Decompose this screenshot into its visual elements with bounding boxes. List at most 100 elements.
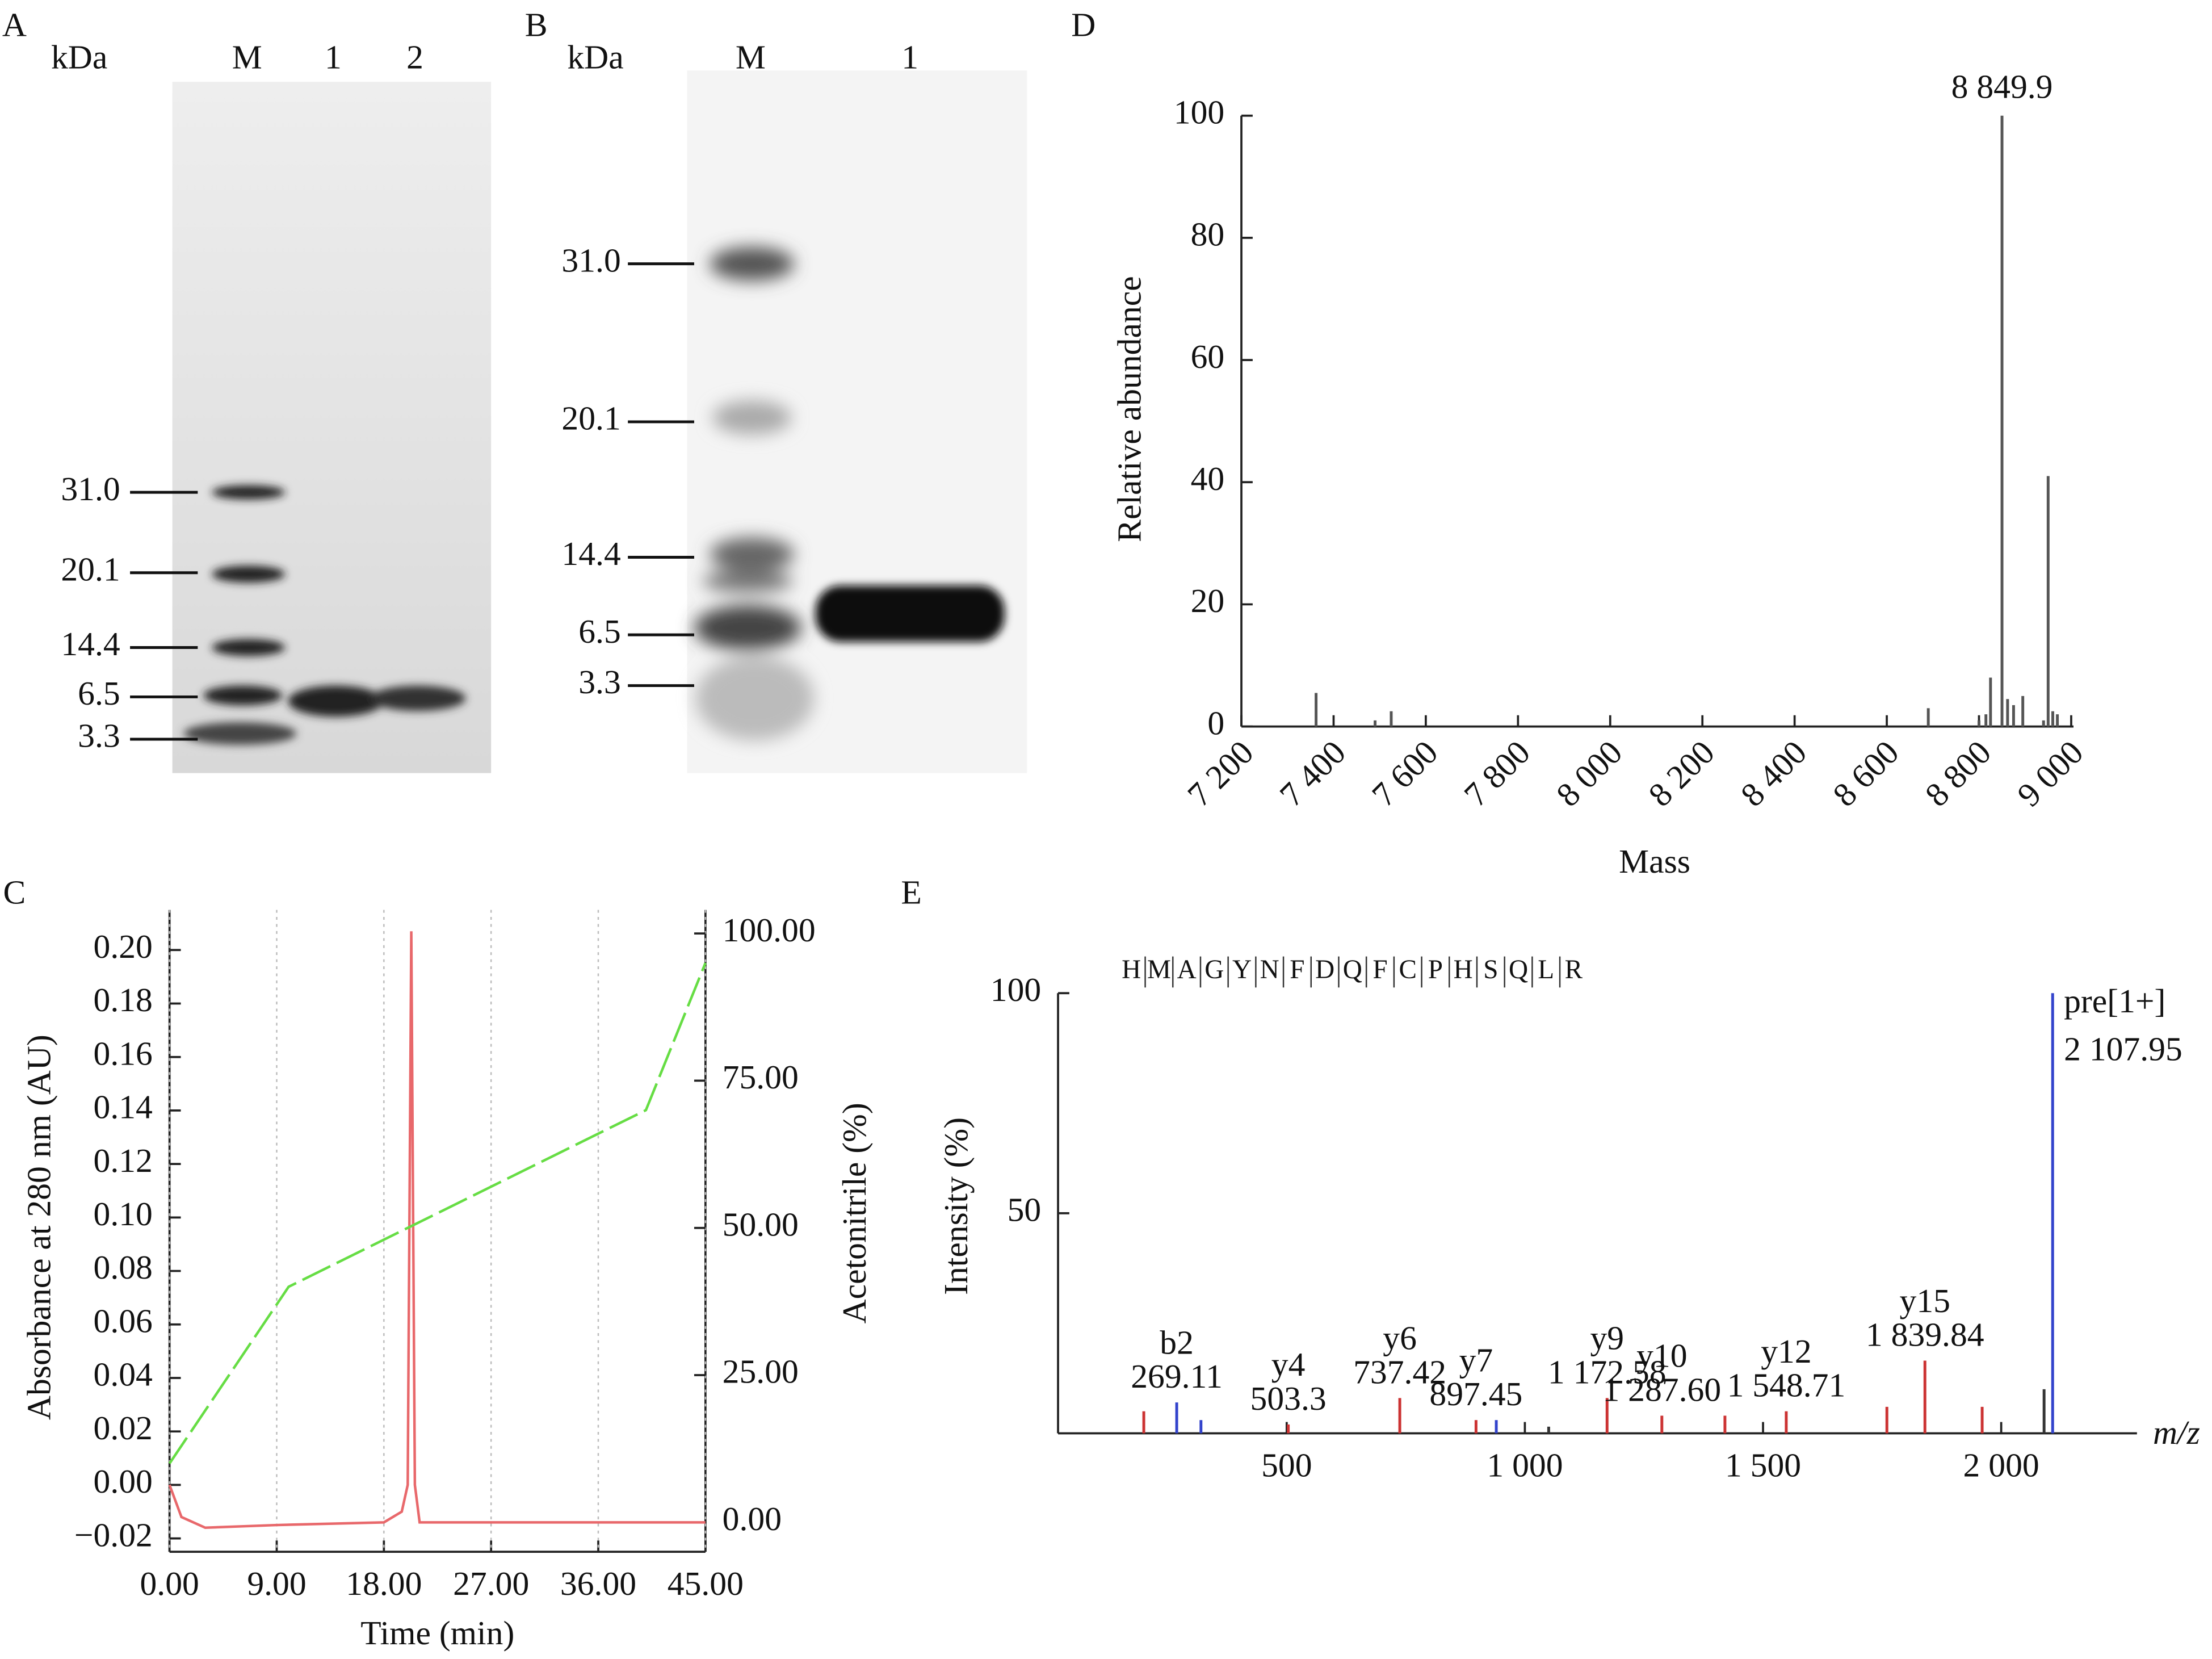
x-tick-label: 45.00: [668, 1565, 744, 1602]
ion-mz: 897.45: [1429, 1375, 1522, 1413]
x-axis-label: Mass: [1619, 843, 1690, 880]
ion-name: b2: [1160, 1323, 1194, 1361]
y-tick-label: 0.06: [94, 1302, 153, 1339]
y2-axis-label: Acetonitrile (%): [836, 1103, 873, 1323]
sequence-residue: D: [1315, 955, 1334, 984]
x-tick-label: 8 400: [1733, 734, 1814, 814]
sequence-residue: R: [1565, 955, 1583, 984]
x-tick-label: 1 000: [1487, 1446, 1563, 1484]
sequence-residue: Q: [1343, 955, 1362, 984]
ion-mz: 2 107.95: [2064, 1030, 2182, 1067]
unit-label: kDa: [51, 39, 107, 76]
y2-tick-label: 100.00: [723, 911, 816, 949]
y-tick-label: 0.04: [94, 1356, 153, 1393]
ion-name: y15: [1900, 1282, 1950, 1319]
y2-tick-label: 50.00: [723, 1205, 799, 1243]
x-tick-label: 18.00: [346, 1565, 422, 1602]
x-tick-label: 8 000: [1549, 734, 1630, 814]
ion-mz: 269.11: [1131, 1358, 1223, 1395]
panel-label: A: [2, 6, 27, 43]
sequence-residue: G: [1204, 955, 1224, 984]
sequence-residue: H: [1122, 955, 1141, 984]
y-tick-label: 0.20: [94, 928, 153, 965]
y-tick-label: 0.10: [94, 1195, 153, 1233]
x-axis-label: Time (min): [360, 1614, 514, 1652]
y-tick-label: 0.02: [94, 1409, 153, 1447]
y-tick-label: 40: [1191, 460, 1225, 497]
x-tick-label: 0.00: [140, 1565, 199, 1602]
x-tick-label: 7 400: [1273, 734, 1353, 814]
sequence-residue: M: [1147, 955, 1171, 984]
panel-label: B: [525, 6, 548, 43]
lane-label: 1: [901, 39, 918, 76]
ion-mz: 737.42: [1353, 1353, 1446, 1390]
x-tick-label: 8 200: [1641, 734, 1722, 814]
peak-annotation: 8 849.9: [1951, 68, 2053, 106]
y-axis-label: Relative abundance: [1110, 276, 1148, 542]
sequence-residue: F: [1372, 955, 1387, 984]
ion-name: y9: [1590, 1319, 1624, 1357]
y-tick-label: 0.08: [94, 1249, 153, 1286]
sequence-residue: P: [1428, 955, 1443, 984]
y-tick-label: 100: [1174, 93, 1224, 131]
lane-label: M: [232, 39, 262, 76]
sequence-residue: Q: [1509, 955, 1528, 984]
sequence-residue: S: [1483, 955, 1498, 984]
panel-label: C: [3, 873, 26, 911]
marker-label: 14.4: [561, 535, 620, 572]
sequence-residue: L: [1538, 955, 1554, 984]
ion-name: y10: [1636, 1337, 1687, 1375]
line-series: [168, 962, 707, 1464]
sequence-residue: C: [1399, 955, 1416, 984]
y-axis-label: Intensity (%): [937, 1117, 975, 1295]
panel-label: D: [1071, 6, 1095, 43]
x-tick-label: 8 800: [1918, 734, 1999, 814]
x-tick-label: 9.00: [247, 1565, 306, 1602]
ion-name: y4: [1271, 1346, 1306, 1383]
sequence-residue: A: [1177, 955, 1197, 984]
x-tick-label: 8 600: [1825, 734, 1906, 814]
gel-b: [687, 70, 1027, 773]
ion-name: pre[1+]: [2064, 982, 2165, 1020]
x-tick-label: 36.00: [560, 1565, 636, 1602]
x-tick-label: 9 000: [2010, 734, 2091, 814]
ion-mz: 1 172.58: [1548, 1353, 1667, 1390]
y-tick-label: 0.18: [94, 981, 153, 1019]
marker-label: 6.5: [78, 675, 120, 712]
y2-tick-label: 0.00: [723, 1500, 782, 1537]
y-tick-label: 0.16: [94, 1034, 153, 1072]
ion-name: y7: [1459, 1341, 1493, 1379]
x-tick-label: 27.00: [453, 1565, 529, 1602]
lane-label: 2: [406, 39, 423, 76]
marker-label: 3.3: [578, 663, 621, 701]
ion-mz: 1 548.71: [1727, 1367, 1846, 1404]
y-tick-label: 0.14: [94, 1088, 153, 1126]
ion-mz: 1 839.84: [1866, 1316, 1984, 1353]
marker-label: 20.1: [61, 550, 120, 588]
y-tick-label: 0: [1207, 704, 1224, 741]
marker-label: 3.3: [78, 717, 120, 755]
y-tick-label: 60: [1191, 338, 1225, 375]
sequence-residue: H: [1454, 955, 1473, 984]
y-tick-label: 0.00: [94, 1463, 153, 1500]
marker-label: 14.4: [61, 625, 120, 663]
marker-label: 20.1: [561, 400, 620, 437]
marker-label: 31.0: [61, 470, 120, 508]
lane-label: 1: [325, 39, 342, 76]
marker-label: 31.0: [561, 241, 620, 279]
y2-tick-label: 25.00: [723, 1353, 799, 1390]
ion-name: y6: [1383, 1319, 1417, 1357]
unit-label: kDa: [567, 39, 623, 76]
x-tick-label: 1 500: [1725, 1446, 1801, 1484]
y-tick-label: 80: [1191, 216, 1225, 253]
y-tick-label: 100: [990, 971, 1041, 1008]
y-axis-label: Absorbance at 280 nm (AU): [20, 1034, 58, 1420]
sequence-residue: N: [1260, 955, 1279, 984]
panel-label: E: [901, 873, 921, 911]
line-series: [168, 931, 706, 1530]
ion-name: y12: [1761, 1333, 1811, 1370]
ion-mz: 1 287.60: [1602, 1371, 1721, 1408]
y-tick-label: −0.02: [74, 1516, 153, 1553]
x-tick-label: 7 200: [1180, 734, 1261, 814]
